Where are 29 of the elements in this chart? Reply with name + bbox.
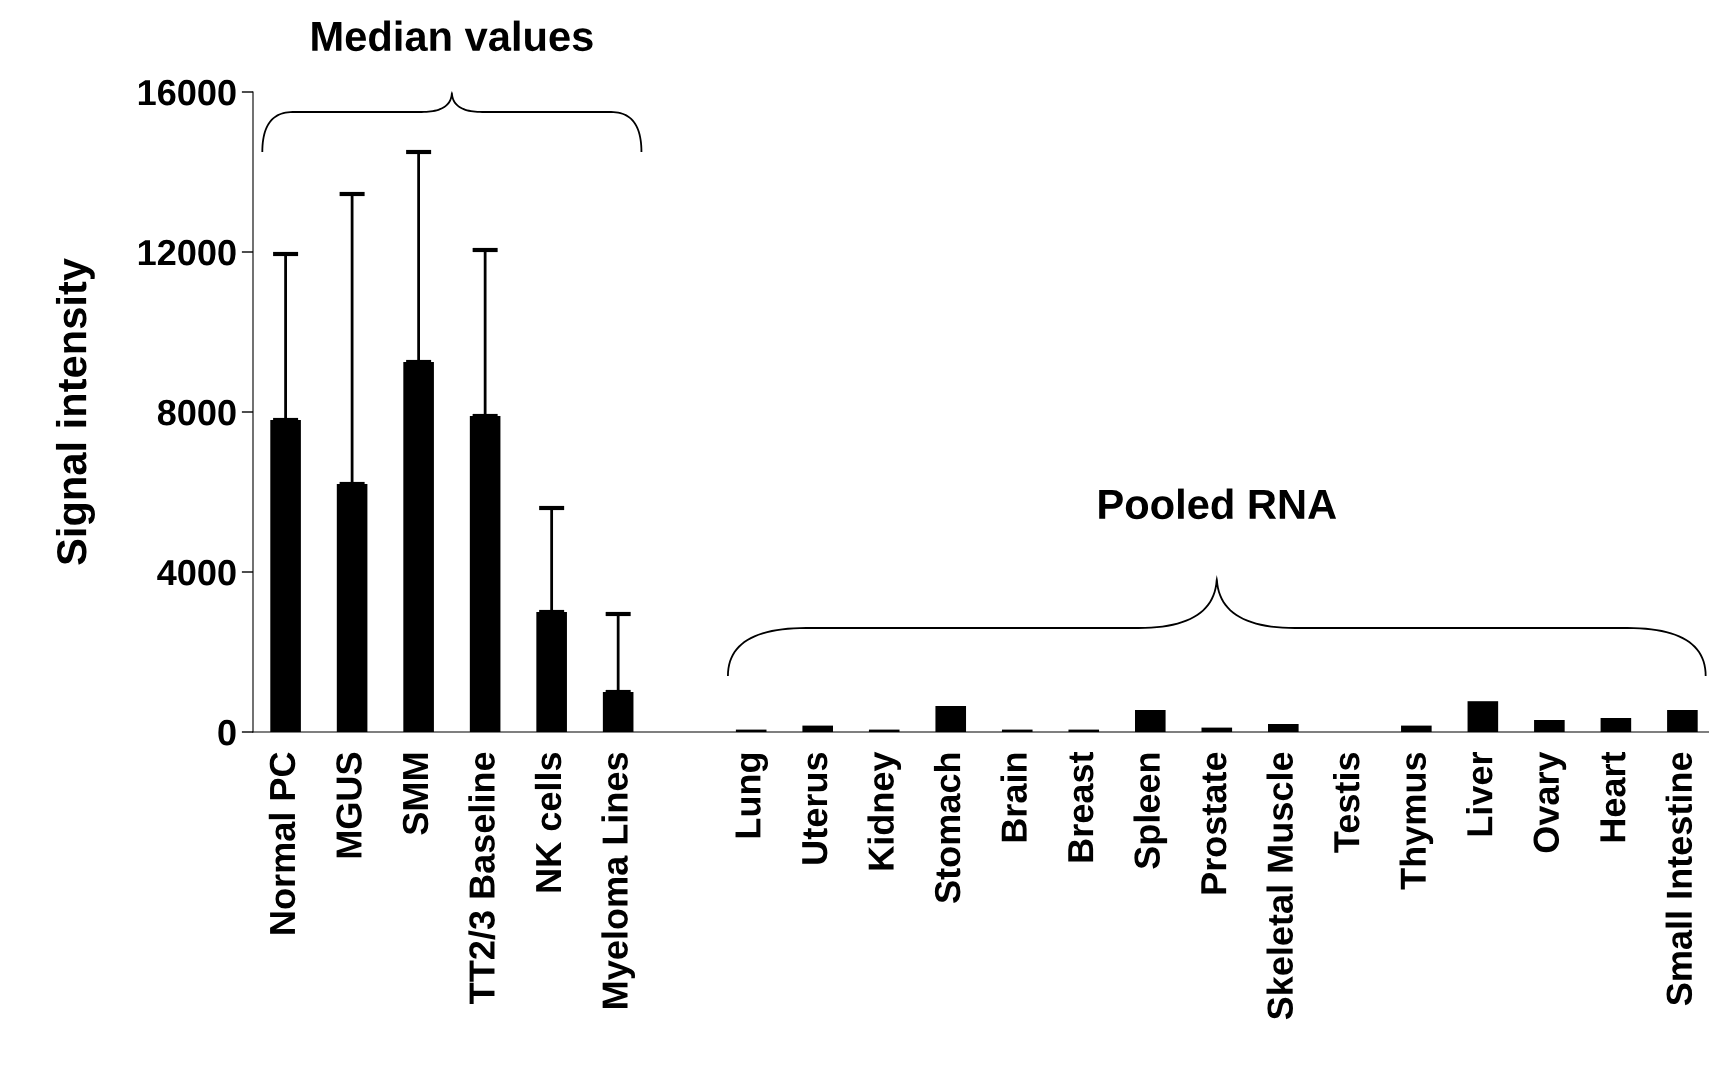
x-tick-label: Kidney — [867, 751, 902, 870]
x-tick-label: Stomach — [933, 753, 961, 903]
x-tick-label: Prostate — [1201, 752, 1227, 894]
x-tick-label: Heart — [1600, 751, 1626, 842]
x-tick-label: Brain — [1000, 753, 1027, 842]
x-tick-label: Myeloma Lines — [601, 752, 635, 1008]
x-tick-label: Testis — [1332, 752, 1360, 853]
x-tick-label: Skeletal Muscle — [1266, 752, 1293, 1020]
y-tick-label: 16000 — [138, 79, 236, 106]
x-tick-label: Spleen — [1133, 753, 1168, 869]
y-tick-label: 8000 — [157, 399, 236, 426]
x-tick-label: TT2/3 Baseline — [468, 752, 496, 1004]
text: Median values — [312, 20, 593, 52]
x-tick-label: SMM — [402, 753, 429, 835]
y-tick-label: 12000 — [138, 239, 236, 266]
x-tick-label: Breast — [1068, 751, 1094, 862]
x-tick-label: NK cells — [534, 752, 562, 892]
y-tick-label: 4000 — [157, 559, 236, 586]
x-tick-label: Uterus — [802, 752, 828, 864]
y-tick-label: 0 — [218, 719, 236, 746]
x-tick-label: MGUS — [336, 752, 362, 858]
x-tick-label: Small Intestine — [1665, 752, 1693, 1006]
x-tick-label: Thymus — [1399, 752, 1434, 890]
annotation: Pooled RNA — [1099, 488, 1337, 520]
x-tick-label: Ovary — [1533, 751, 1567, 853]
y-axis-title: Signal intensity — [55, 258, 95, 565]
x-tick-label: Normal PC — [268, 752, 296, 934]
x-tick-label: Lung — [735, 753, 769, 838]
x-tick-label: Liver — [1466, 751, 1493, 836]
